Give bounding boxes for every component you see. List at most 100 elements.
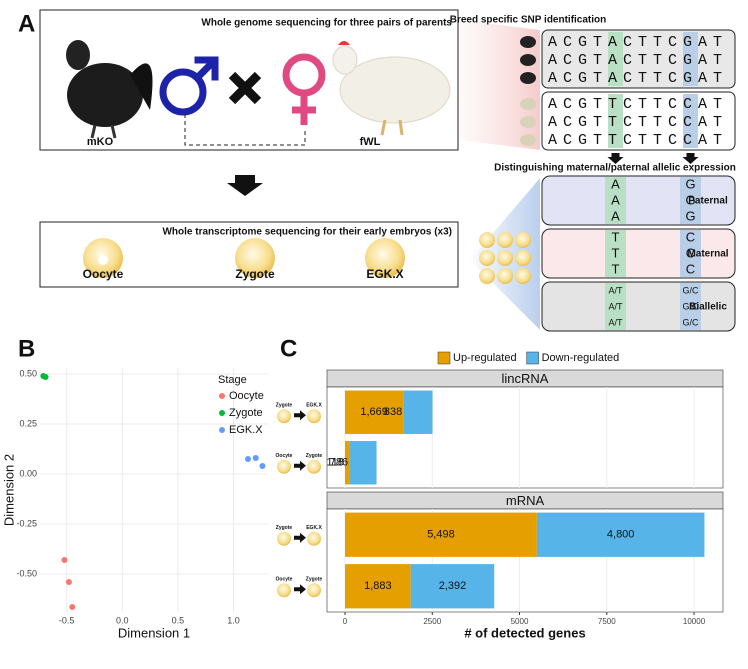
sequence: ACGTACTTCGAT: [548, 70, 728, 87]
allele: G: [685, 208, 695, 223]
x-tick-label: 5000: [511, 617, 529, 626]
legend-swatch: [219, 393, 225, 399]
arrow: [294, 410, 306, 421]
embryo-icon: [307, 459, 321, 474]
bar: [536, 512, 705, 557]
y-tick-label: 0.50: [19, 368, 37, 378]
allele: A: [611, 192, 620, 207]
cross-line: [184, 114, 306, 146]
bar: [345, 564, 411, 609]
sequence: ACGTACTTCGAT: [548, 34, 728, 51]
embryo: [235, 238, 275, 278]
black-chicken: [66, 40, 153, 139]
value-label: 118: [326, 457, 344, 469]
y-tick-label: -0.25: [16, 518, 37, 528]
snp-highlight: [680, 177, 701, 224]
snp-highlight: [605, 230, 626, 277]
category-from: Oocyte: [276, 577, 293, 583]
embryo-icon: [307, 583, 321, 598]
sequence: ACGTACTTCGAT: [548, 52, 728, 69]
bar: [349, 441, 377, 485]
facet-title: mRNA: [506, 493, 545, 508]
sequence: ACGTTCTTCCAT: [548, 114, 728, 131]
mother-label: fWL: [360, 136, 381, 148]
point: [244, 456, 251, 462]
legend-label: Zygote: [229, 407, 263, 419]
allele: T: [612, 261, 620, 276]
snp-highlight: [605, 283, 626, 330]
category-to: Zygote: [306, 453, 323, 459]
allele: T: [612, 245, 620, 260]
group-label: Paternal: [688, 196, 728, 207]
y-tick-label: 0.25: [19, 418, 37, 428]
panel-label: C: [280, 335, 297, 362]
category-to: EGK.X: [306, 403, 322, 409]
y-tick-label: 0.00: [19, 468, 37, 478]
legend-label: Up-regulated: [453, 352, 517, 364]
x-axis-label: Dimension 1: [118, 625, 190, 640]
chicken-icon: [520, 134, 536, 146]
embryo-icon: [479, 268, 495, 284]
point: [42, 374, 49, 380]
x-tick-label: 0.0: [116, 615, 129, 625]
allele: G/C: [682, 285, 699, 295]
x-tick-label: 1.0: [227, 615, 240, 625]
legend-swatch: [526, 351, 539, 365]
allele: G/C: [682, 317, 699, 327]
category-to: EGK.X: [306, 525, 322, 531]
legend-title: Stage: [218, 374, 247, 386]
x-tick-label: 10000: [683, 617, 706, 626]
embryo-icon: [497, 268, 513, 284]
snp-highlight: [680, 230, 701, 277]
x-axis-label: # of detected genes: [464, 625, 585, 640]
y-axis-label: Dimension 2: [1, 454, 16, 526]
x-tick-label: -0.5: [59, 615, 75, 625]
facet-title: lincRNA: [502, 371, 549, 386]
value-label: 838: [384, 406, 402, 418]
arrow: [294, 460, 306, 471]
embryo-icon: [497, 232, 513, 248]
category-from: Zygote: [276, 525, 293, 531]
down-arrow: [682, 153, 699, 164]
legend-label: Down-regulated: [542, 352, 620, 364]
legend-swatch: [219, 427, 225, 433]
allele: A: [611, 176, 620, 191]
panel-label: B: [18, 335, 35, 362]
allele: G/C: [682, 301, 699, 311]
category-to: Zygote: [306, 577, 323, 583]
x-tick-label: 0.5: [172, 615, 185, 625]
allele: T: [612, 229, 620, 244]
down-arrow: [607, 153, 624, 164]
group-label: Biallelic: [689, 302, 727, 313]
genome-title: Whole genome sequencing for three pairs …: [201, 18, 452, 29]
bar: [345, 390, 404, 434]
snp-highlight: [680, 283, 701, 330]
expression-title: Distinguishing maternal/paternal allelic…: [494, 163, 736, 174]
stage-label: Oocyte: [83, 267, 124, 281]
chicken-icon: [520, 98, 536, 110]
embryo-icon: [277, 583, 291, 598]
embryo-icon: [277, 409, 291, 424]
chicken-icon: [520, 36, 536, 48]
embryo-icon: [515, 268, 531, 284]
category-from: Zygote: [276, 403, 293, 409]
value-label: 5,498: [427, 529, 455, 541]
allele: C: [686, 245, 695, 260]
plot-area: [40, 368, 268, 612]
snp-highlight: [683, 32, 698, 86]
embryo-icon: [277, 459, 291, 474]
x-tick-label: 7500: [598, 617, 616, 626]
embryo-icon: [515, 232, 531, 248]
male-symbol: [159, 56, 219, 116]
allele: A/T: [608, 301, 623, 311]
allele: G: [685, 176, 695, 191]
chicken-icon: [520, 54, 536, 66]
snp-highlight: [608, 94, 623, 148]
snp-highlight: [608, 32, 623, 86]
panel-label: A: [18, 10, 35, 37]
snp-highlight: [683, 94, 698, 148]
father-label: mKO: [87, 136, 114, 148]
sequence: ACGTTCTTCCAT: [548, 132, 728, 149]
embryo-icon: [497, 250, 513, 266]
allele: A/T: [608, 317, 623, 327]
